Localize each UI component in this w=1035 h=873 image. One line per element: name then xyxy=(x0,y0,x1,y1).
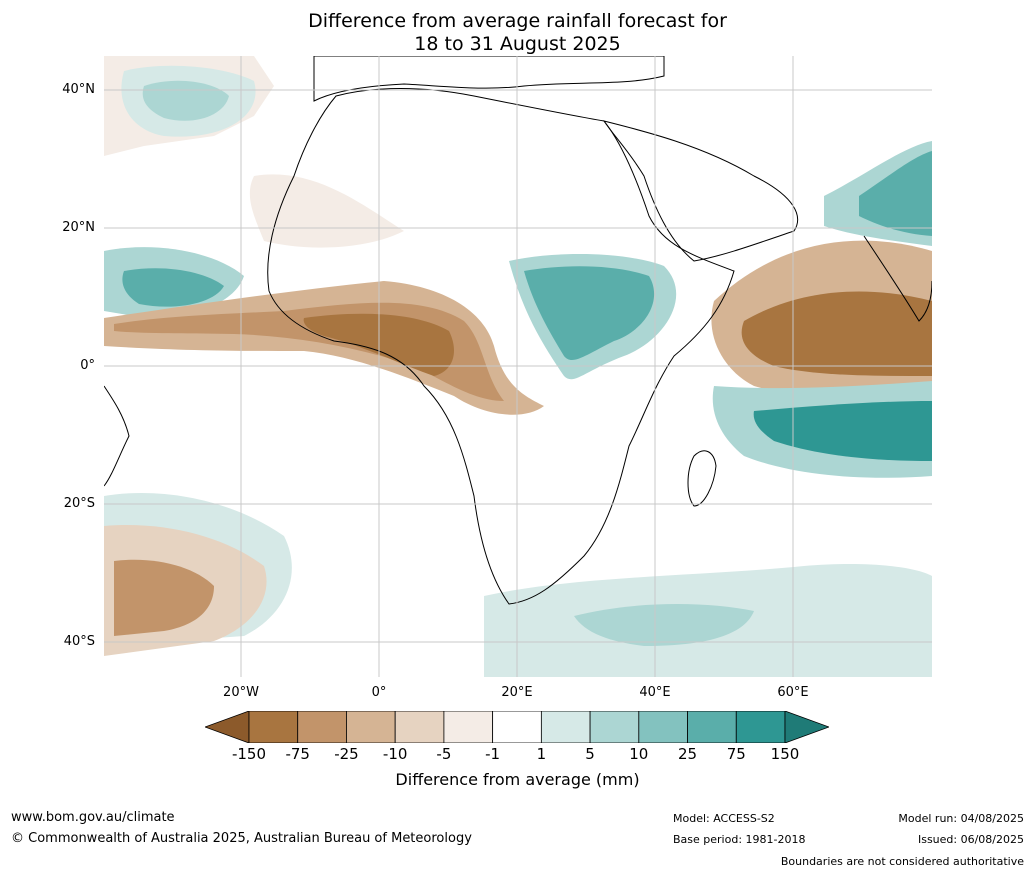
colorbar-extend-high xyxy=(784,711,829,743)
colorbar-bin-6 xyxy=(540,711,591,743)
map-title: Difference from average rainfall forecas… xyxy=(0,10,1035,56)
footer-issued: Issued: 06/08/2025 xyxy=(917,833,1024,846)
colorbar-tick-label: 1 xyxy=(536,745,547,763)
lon-label-40e: 40°E xyxy=(639,685,671,700)
footer-disclaimer: Boundaries are not considered authoritat… xyxy=(780,855,1024,868)
footer-model-run: Model run: 04/08/2025 xyxy=(898,812,1024,825)
anomaly-southern-ocean-teal-2 xyxy=(574,604,754,646)
colorbar-tick-label: 10 xyxy=(629,745,649,763)
lon-label-0: 0° xyxy=(371,685,387,700)
colorbar-tick-label: -5 xyxy=(436,745,452,763)
anomaly-sahara xyxy=(249,174,404,248)
anomaly-arabian-sea-brown-2 xyxy=(741,291,932,376)
lat-label-40n: 40°N xyxy=(62,82,95,97)
colorbar-bin-1 xyxy=(297,711,347,743)
title-line-1: Difference from average rainfall forecas… xyxy=(308,10,727,32)
colorbar-tick-label: -1 xyxy=(485,745,501,763)
colorbar-tick-label: 5 xyxy=(585,745,595,763)
india-coastline xyxy=(863,235,932,322)
anomaly-arabia-teal-2 xyxy=(859,151,932,236)
title-line-2: 18 to 31 August 2025 xyxy=(414,33,621,55)
lon-label-20e: 20°E xyxy=(501,685,533,700)
footer-website-link[interactable]: www.bom.gov.au/climate xyxy=(11,810,175,825)
lat-label-20s: 20°S xyxy=(63,496,95,511)
colorbar-bin-7 xyxy=(589,711,640,743)
lon-label-60e: 60°E xyxy=(777,685,809,700)
colorbar-tick-label: 75 xyxy=(726,745,746,763)
colorbar-tick-label: -10 xyxy=(382,745,408,763)
colorbar-tick-label: -75 xyxy=(285,745,310,763)
colorbar-bin-0 xyxy=(248,711,299,743)
colorbar-tick-label: -25 xyxy=(334,745,359,763)
colorbar-bin-9 xyxy=(687,711,737,743)
colorbar-ticks: -150 -75 -25 -10 -5 -1 1 5 10 25 75 150 xyxy=(0,745,1035,765)
footer-base-period: Base period: 1981-2018 xyxy=(673,833,806,846)
colorbar-bin-4 xyxy=(443,711,494,743)
lat-label-20n: 20°N xyxy=(62,220,95,235)
lat-label-0: 0° xyxy=(80,358,95,373)
anomaly-nw-atlantic-teal-2 xyxy=(142,80,229,121)
colorbar-bin-8 xyxy=(638,711,688,743)
madagascar-coastline xyxy=(687,450,717,507)
colorbar-bin-2 xyxy=(346,711,396,743)
anomaly-east-africa-teal-2 xyxy=(524,266,655,361)
colorbar-bin-10 xyxy=(735,711,786,743)
colorbar-bin-5 xyxy=(492,711,542,743)
colorbar xyxy=(205,711,829,743)
anomaly-trop-atlantic-teal-2 xyxy=(122,268,224,307)
arabia-coastline xyxy=(602,120,799,262)
footer-copyright: © Commonwealth of Australia 2025, Austra… xyxy=(11,831,472,846)
anomaly-south-indian-teal-2 xyxy=(753,401,932,461)
colorbar-bin-3 xyxy=(394,711,445,743)
colorbar-label: Difference from average (mm) xyxy=(395,770,640,789)
lon-label-20w: 20°W xyxy=(223,685,259,700)
colorbar-tick-label: -150 xyxy=(231,745,267,763)
colorbar-tick-label: 25 xyxy=(677,745,698,763)
colorbar-extend-low xyxy=(205,711,250,743)
rainfall-anomaly-map xyxy=(104,56,932,677)
south-america-coastline xyxy=(104,385,130,487)
lat-label-40s: 40°S xyxy=(63,634,95,649)
colorbar-tick-label: 150 xyxy=(770,745,800,763)
footer-model: Model: ACCESS-S2 xyxy=(673,812,775,825)
anomaly-south-atlantic-brown-2 xyxy=(114,559,214,636)
